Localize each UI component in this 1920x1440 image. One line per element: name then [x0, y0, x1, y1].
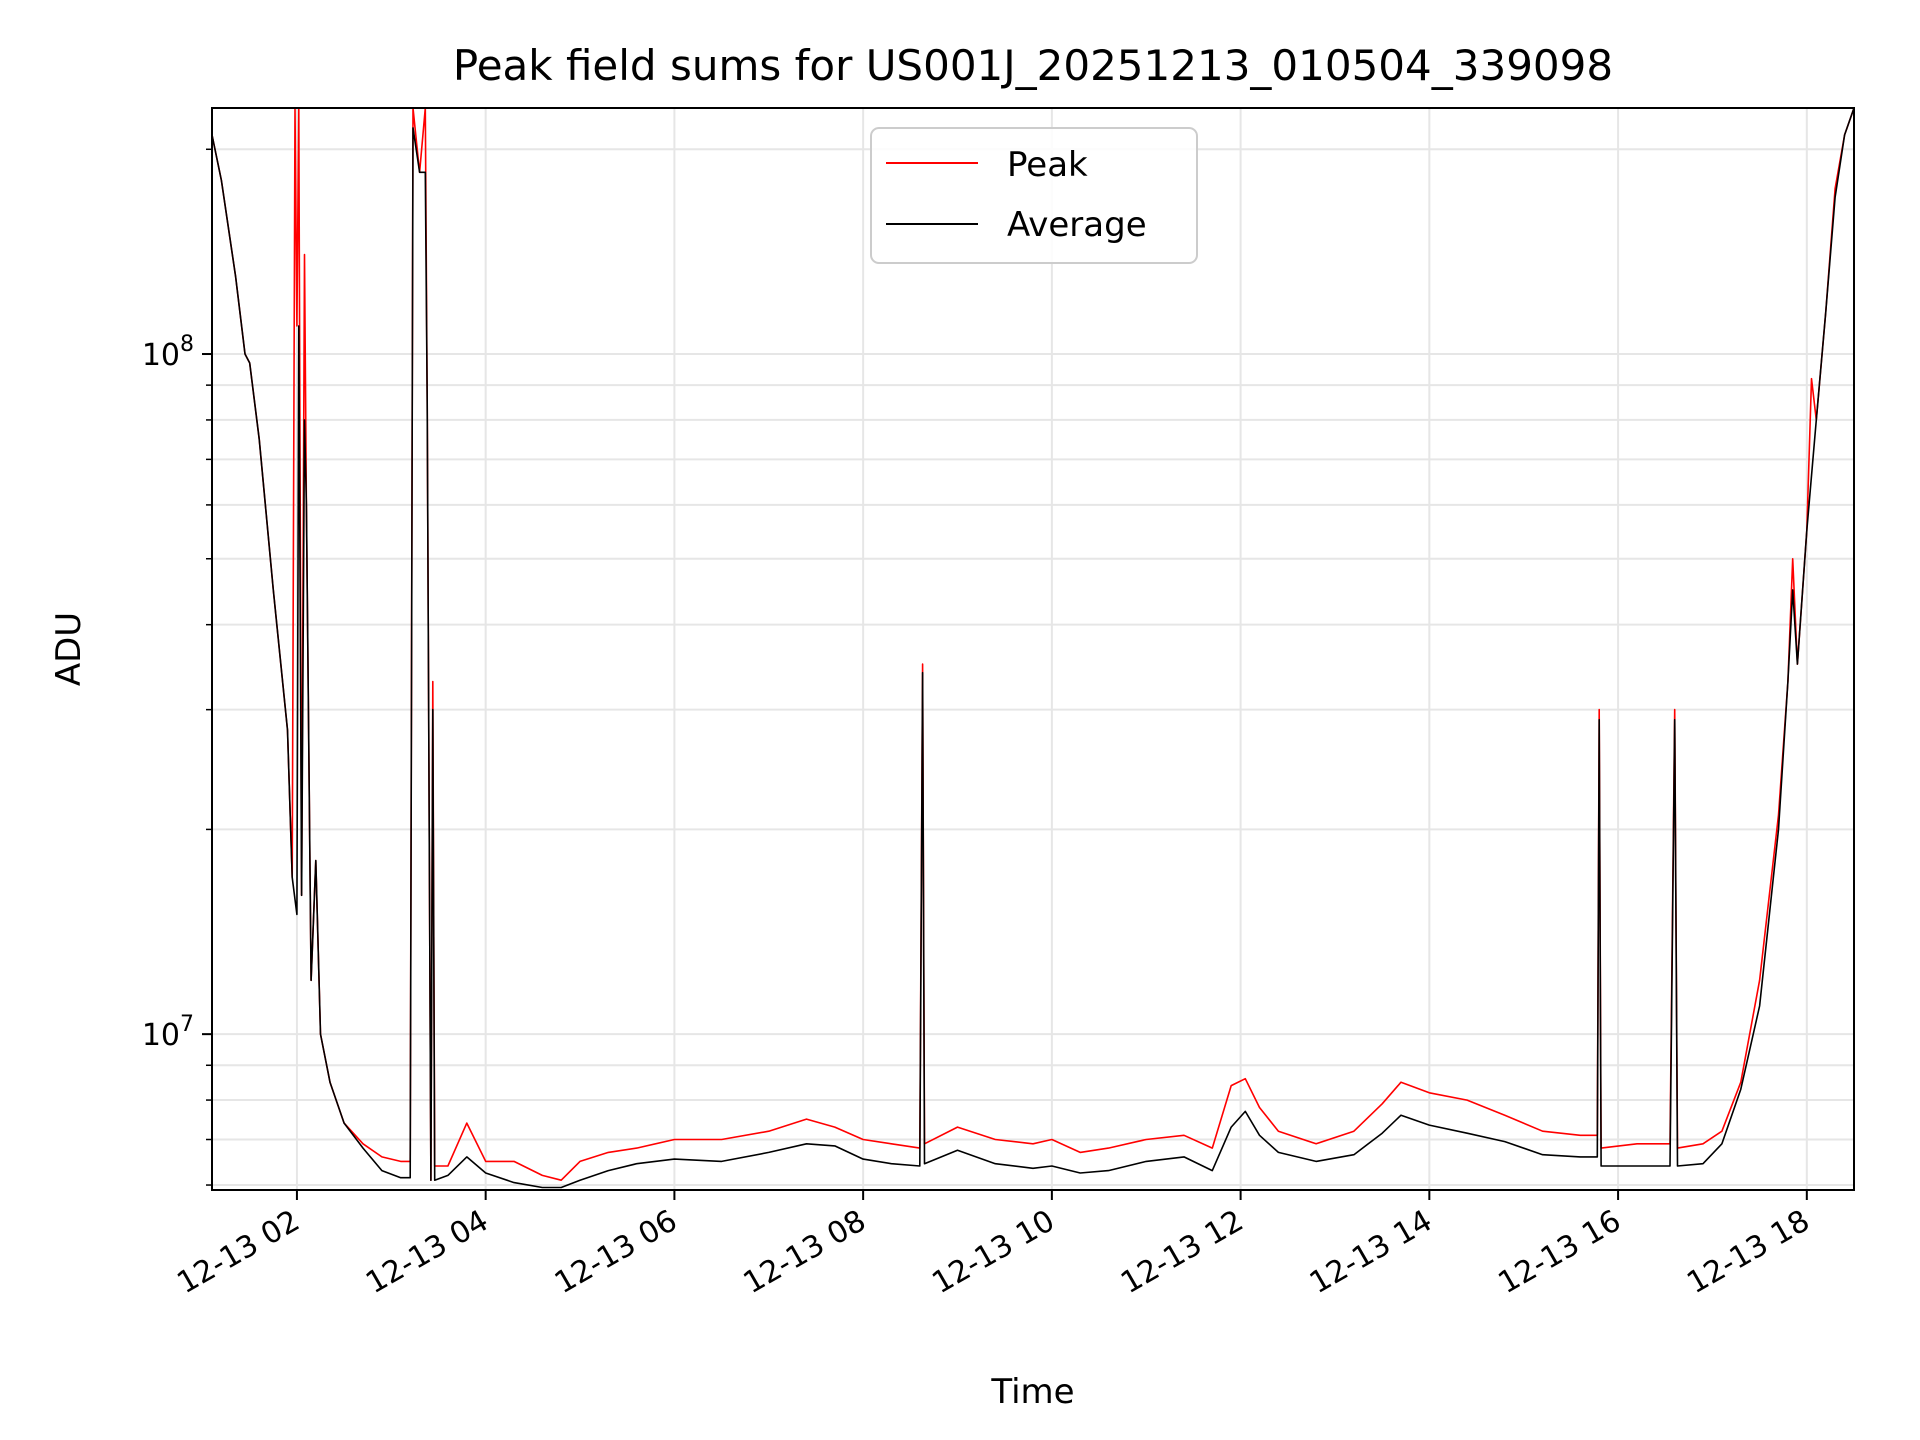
- plot-frame: [211, 107, 1855, 1191]
- legend-label-peak: Peak: [1007, 145, 1088, 185]
- chart-title: Peak field sums for US001J_20251213_0105…: [453, 41, 1613, 90]
- series-layer: [211, 107, 1855, 1189]
- y-tick-label: 107: [142, 1012, 194, 1053]
- legend: Peak Average: [870, 127, 1198, 264]
- y-axis-label: ADU: [49, 612, 89, 686]
- y-tick-exponent: 7: [180, 1012, 194, 1037]
- y-tick-label: 108: [142, 332, 194, 373]
- legend-box: [870, 127, 1198, 264]
- y-tick-base: 10: [142, 338, 180, 373]
- y-tick-exponent: 8: [180, 332, 194, 357]
- x-axis-label: Time: [990, 1372, 1074, 1412]
- y-tick-base: 10: [142, 1018, 180, 1053]
- legend-label-average: Average: [1007, 205, 1147, 245]
- series-line-average: [211, 107, 1855, 1189]
